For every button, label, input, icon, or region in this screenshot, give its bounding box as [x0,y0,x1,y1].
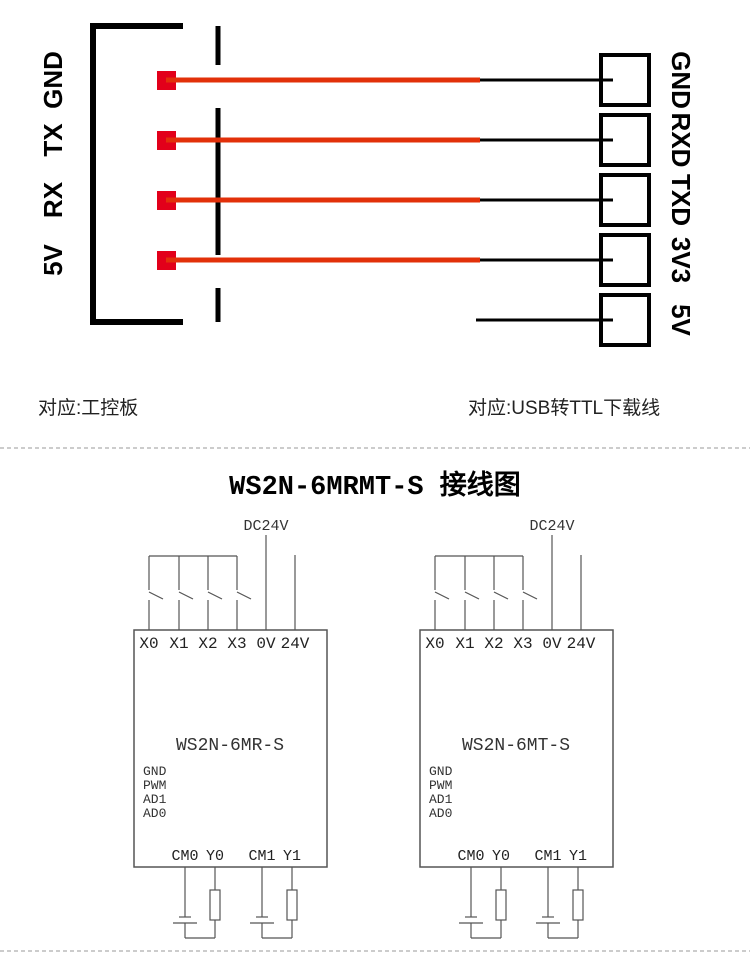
svg-text:X3: X3 [227,635,246,653]
svg-text:5V: 5V [38,243,68,275]
svg-text:GND: GND [666,51,696,109]
svg-text:Y1: Y1 [283,848,301,865]
svg-text:X0: X0 [139,635,158,653]
svg-text:TXD: TXD [666,174,696,226]
svg-text:WS2N-6MR-S: WS2N-6MR-S [176,736,284,756]
svg-text:CM0: CM0 [171,848,198,865]
svg-text:24V: 24V [281,635,310,653]
svg-text:5V: 5V [666,304,696,336]
svg-text:X1: X1 [169,635,188,653]
svg-text:AD1: AD1 [143,792,167,807]
svg-text:RXD: RXD [666,113,696,168]
svg-text:DC24V: DC24V [243,520,288,535]
svg-text:GND: GND [38,51,68,109]
svg-text:CM1: CM1 [248,848,275,865]
svg-text:WS2N-6MT-S: WS2N-6MT-S [462,736,570,756]
svg-text:AD0: AD0 [143,806,166,821]
svg-text:PWM: PWM [143,778,166,793]
svg-text:X2: X2 [198,635,217,653]
svg-text:GND: GND [143,764,167,779]
svg-text:TX: TX [38,123,68,157]
svg-text:0V: 0V [256,635,276,653]
svg-text:RX: RX [38,181,68,218]
svg-text:3V3: 3V3 [666,237,696,283]
svg-text:Y0: Y0 [206,848,224,865]
